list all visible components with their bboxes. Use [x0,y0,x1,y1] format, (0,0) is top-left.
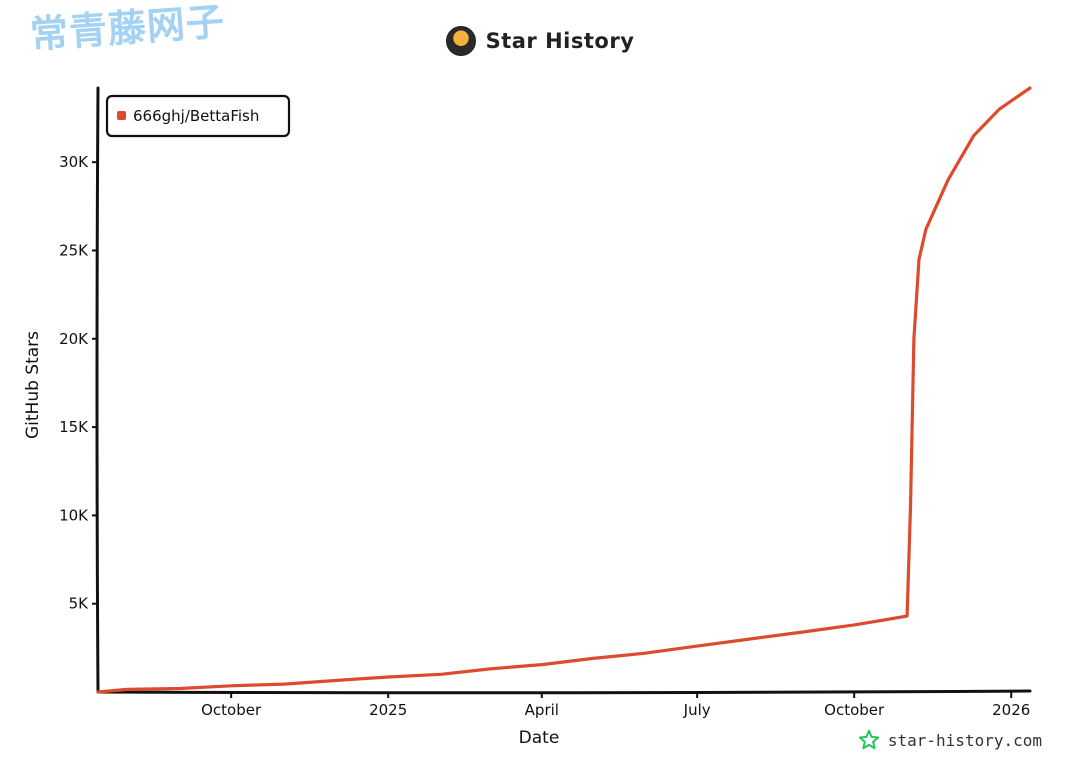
x-axis-label: Date [519,728,560,748]
series-line [96,86,1032,694]
x-tick-label: July [683,701,711,719]
y-axis-label: GitHub Stars [23,331,43,439]
y-tick-label: 25K [59,241,89,259]
x-tick-label: October [201,701,262,719]
x-tick-label: April [525,701,559,719]
site-link[interactable]: star-history.com [887,730,1042,750]
y-axis [95,86,100,694]
y-tick-label: 5K [69,595,90,613]
chart-title: Star History [485,29,635,53]
footer[interactable]: star-history.com [858,729,1042,751]
x-axis [96,689,1032,695]
legend-label: 666ghj/BettaFish [133,107,259,125]
legend-box [105,94,291,138]
x-tick-label: October [824,701,885,719]
avatar-icon [445,26,476,56]
x-tick-label: 2026 [992,701,1030,719]
y-tick-label: 15K [59,418,89,436]
y-tick-label: 30K [59,153,89,171]
y-tick-label: 10K [59,506,89,524]
legend-swatch [117,111,126,120]
star-icon [858,729,880,750]
x-tick-label: 2025 [369,701,407,719]
y-tick-label: 20K [59,330,89,348]
chart-header: Star History [0,26,1080,56]
